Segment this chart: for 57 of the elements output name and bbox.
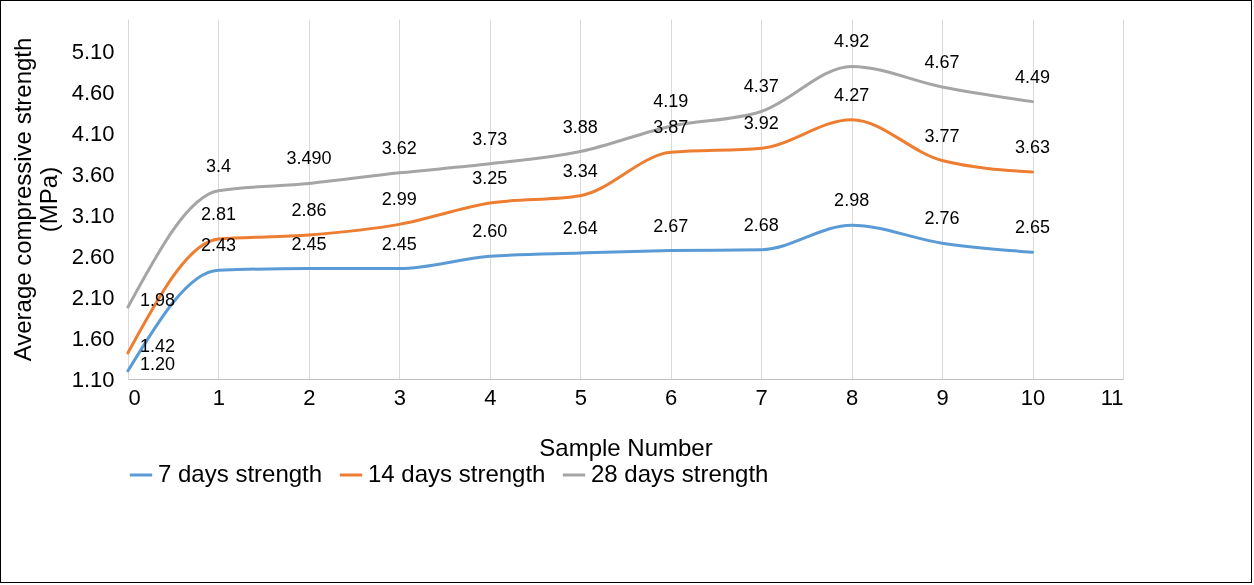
x-tick-label: 0	[128, 384, 141, 410]
data-label: 3.77	[924, 125, 960, 146]
x-tick-label: 4	[484, 384, 497, 410]
data-label: 3.88	[562, 116, 598, 137]
data-label: 2.65	[1015, 217, 1051, 238]
data-label: 2.98	[834, 190, 870, 211]
data-label: 4.19	[653, 91, 689, 112]
data-label: 2.67	[653, 215, 689, 236]
data-label: 4.37	[743, 76, 779, 97]
legend-label: 7 days strength	[158, 460, 323, 487]
y-tick-label: 2.60	[71, 243, 115, 269]
data-label: 2.45	[381, 233, 417, 254]
x-tick-label: 9	[936, 384, 949, 410]
data-label: 4.92	[834, 31, 870, 52]
y-tick-label: 3.10	[71, 202, 115, 228]
x-tick-label: 1	[212, 384, 226, 410]
data-label: 3.87	[653, 117, 689, 138]
data-label: 4.27	[834, 84, 870, 105]
legend-label: 28 days strength	[591, 460, 769, 487]
legend-label: 14 days strength	[368, 460, 546, 487]
x-tick-label: 5	[574, 384, 587, 410]
y-tick-label: 1.60	[71, 325, 115, 351]
x-tick-label: 2	[303, 384, 316, 410]
x-axis-title: Sample Number	[539, 433, 713, 461]
data-label: 2.45	[291, 233, 327, 254]
x-tick-label: 8	[846, 384, 859, 410]
data-label: 2.64	[562, 218, 598, 238]
data-label: 3.73	[472, 128, 508, 149]
data-label: 3.490	[286, 148, 332, 169]
data-label: 3.4	[205, 155, 231, 176]
y-tick-label: 4.10	[71, 121, 115, 147]
data-label: 4.67	[924, 51, 960, 72]
data-label: 2.68	[743, 214, 779, 235]
data-label: 4.49	[1015, 66, 1051, 87]
y-tick-label: 2.10	[71, 284, 115, 310]
data-label: 3.63	[1015, 137, 1051, 157]
y-tick-label: 5.10	[71, 39, 115, 65]
data-label: 2.60	[472, 221, 508, 242]
x-tick-label: 10	[1020, 384, 1046, 410]
data-label: 3.92	[743, 113, 779, 134]
data-label: 1.20	[140, 353, 176, 374]
data-label: 3.25	[472, 168, 508, 189]
data-label: 2.81	[200, 204, 236, 225]
y-tick-label: 4.60	[71, 80, 115, 106]
data-label: 2.99	[381, 189, 417, 210]
data-label: 2.76	[924, 208, 960, 229]
x-tick-label: 3	[393, 384, 406, 410]
x-tick-label: 11	[1100, 384, 1124, 410]
data-label: 2.43	[200, 235, 236, 256]
y-tick-label: 1.10	[71, 366, 115, 392]
y-tick-label: 3.60	[71, 161, 115, 187]
data-label: 3.62	[381, 137, 417, 158]
data-label: 3.34	[562, 160, 598, 181]
x-tick-label: 7	[755, 384, 768, 410]
data-label: 2.86	[291, 200, 327, 220]
y-axis-title: Average compressive strength (MPa)	[8, 37, 62, 362]
x-tick-label: 6	[665, 384, 678, 410]
